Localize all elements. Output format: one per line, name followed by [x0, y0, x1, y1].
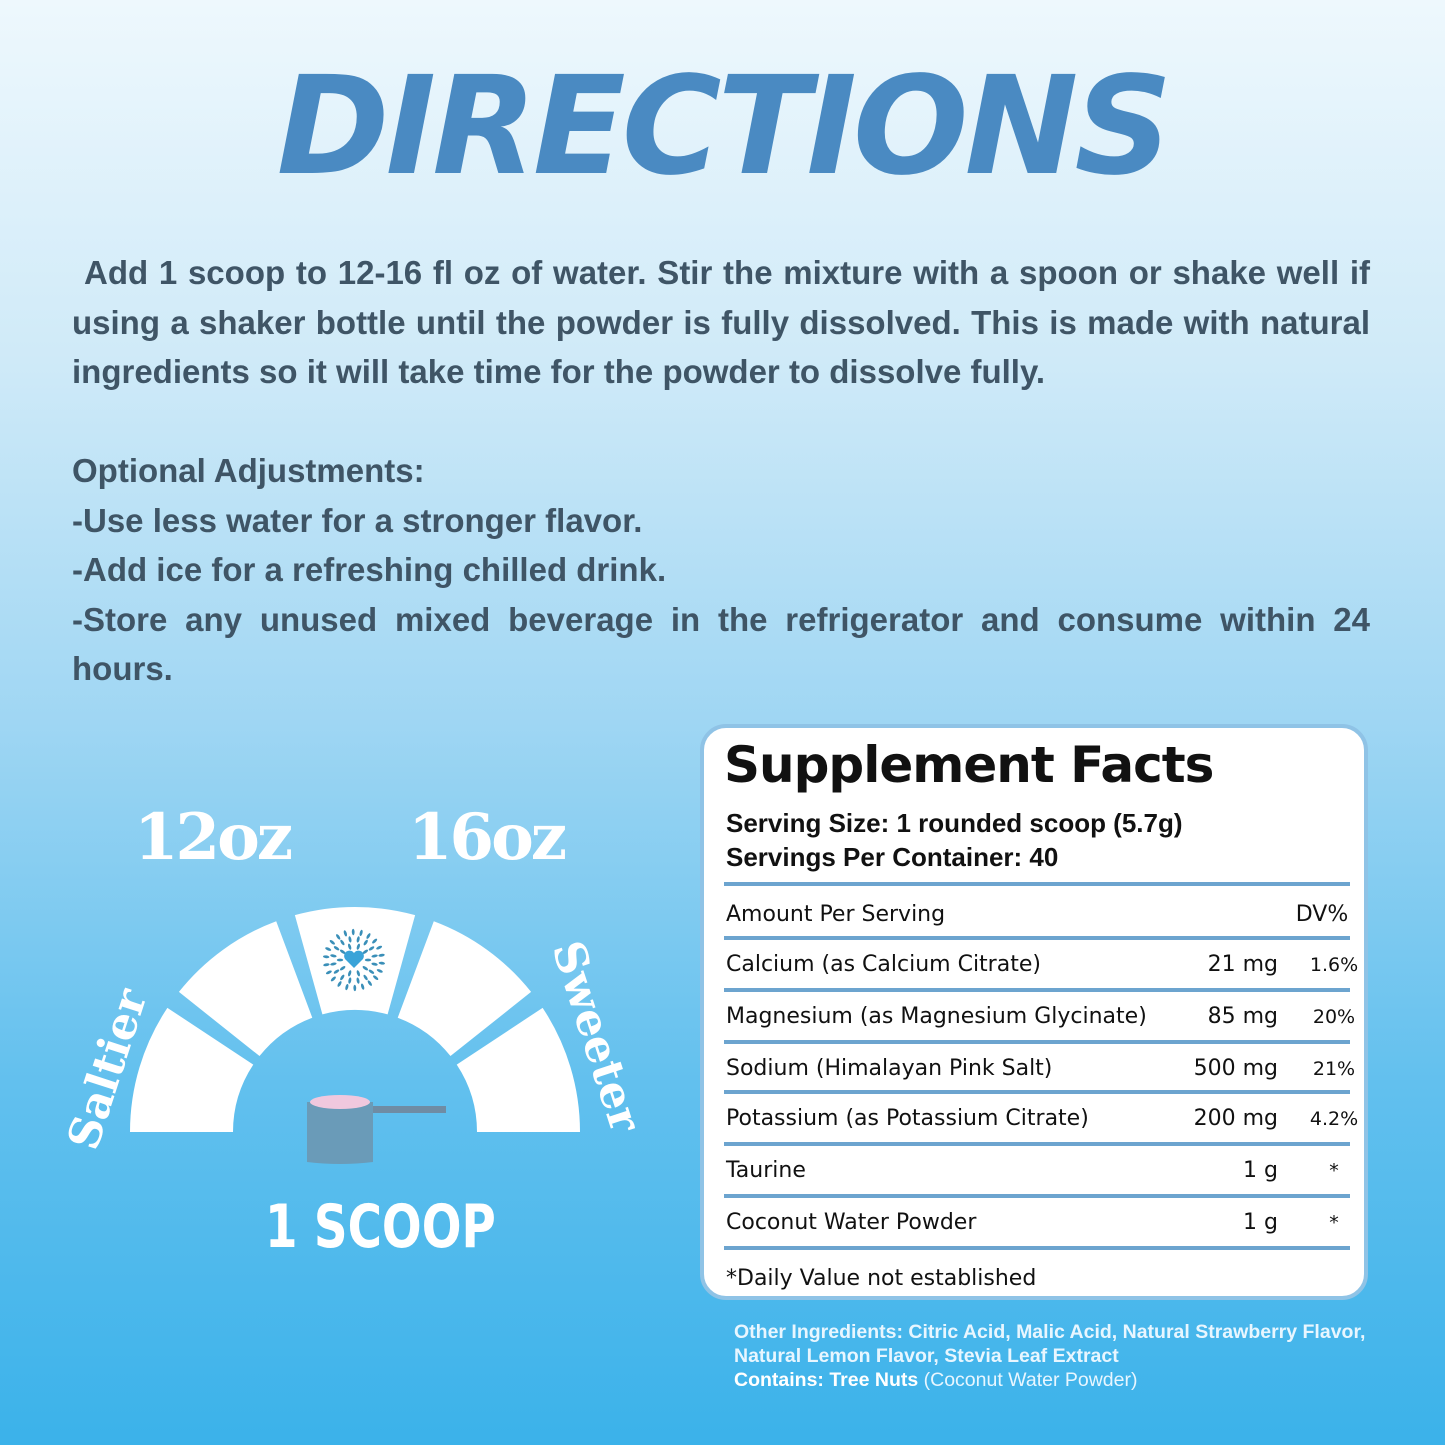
- header-dv: DV%: [1295, 902, 1349, 927]
- label-16oz: 16oz: [408, 800, 567, 875]
- facts-row: Taurine 1 g *: [724, 1148, 1350, 1198]
- nutrient-dv: *: [1329, 1160, 1339, 1182]
- measuring-scoop-icon: [307, 1095, 446, 1164]
- facts-row: Coconut Water Powder 1 g *: [724, 1200, 1350, 1250]
- contains-label: Contains: Tree Nuts: [734, 1369, 919, 1391]
- scoop-label: 1 SCOOP: [265, 1192, 496, 1262]
- sweetness-gauge: [130, 907, 580, 1164]
- divider: [724, 1040, 1350, 1044]
- gauge-segment: [456, 1007, 580, 1132]
- nutrient-name: Potassium (as Potassium Citrate): [726, 1106, 1089, 1131]
- other-ingredients-text: Other Ingredients: Citric Acid, Malic Ac…: [734, 1321, 1366, 1367]
- divider: [724, 936, 1350, 940]
- optional-adjustments: Optional Adjustments: -Use less water fo…: [72, 446, 1370, 694]
- gauge-segment: [178, 921, 313, 1057]
- optional-item: -Use less water for a stronger flavor.: [72, 501, 643, 539]
- footnote-text: *Daily Value not established: [726, 1266, 1037, 1291]
- servings-per-container: Servings Per Container: 40: [726, 842, 1059, 872]
- serving-size: Serving Size: 1 rounded scoop (5.7g): [726, 808, 1183, 838]
- nutrient-name: Calcium (as Calcium Citrate): [726, 952, 1041, 977]
- facts-row: Potassium (as Potassium Citrate) 200 mg 4.…: [724, 1096, 1358, 1146]
- divider: [724, 988, 1350, 992]
- other-ingredients: Other Ingredients: Citric Acid, Malic Ac…: [734, 1320, 1374, 1392]
- contains-detail: (Coconut Water Powder): [923, 1369, 1138, 1391]
- nutrient-dv: 4.2%: [1309, 1108, 1359, 1130]
- heart-burst-logo-icon: [322, 928, 386, 992]
- gauge-segment: [397, 921, 532, 1057]
- nutrient-amount: 200 mg: [1193, 1106, 1278, 1131]
- optional-item: -Store any unused mixed beverage in the …: [72, 600, 1370, 688]
- nutrient-amount: 21 mg: [1207, 952, 1278, 977]
- divider: [724, 882, 1350, 886]
- nutrient-amount: 85 mg: [1207, 1004, 1278, 1029]
- facts-footnote: *Daily Value not established: [724, 1258, 1350, 1308]
- nutrient-amount: 1 g: [1243, 1158, 1278, 1183]
- nutrient-dv: 20%: [1312, 1006, 1356, 1028]
- directions-text: Add 1 scoop to 12-16 fl oz of water. Sti…: [72, 254, 1370, 390]
- facts-row: Sodium (Himalayan Pink Salt) 500 mg 21%: [724, 1046, 1355, 1096]
- nutrient-name: Sodium (Himalayan Pink Salt): [726, 1056, 1053, 1081]
- divider: [724, 1142, 1350, 1146]
- nutrient-dv: 21%: [1312, 1058, 1356, 1080]
- nutrient-name: Taurine: [726, 1158, 806, 1183]
- facts-title: Supplement Facts: [724, 736, 1214, 794]
- label-12oz: 12oz: [134, 800, 293, 875]
- supplement-facts-panel: Supplement Facts Serving Size: 1 rounded…: [700, 724, 1368, 1300]
- optional-item: -Add ice for a refreshing chilled drink.: [72, 551, 667, 588]
- nutrient-amount: 500 mg: [1193, 1056, 1278, 1081]
- header-amount: Amount Per Serving: [726, 902, 946, 927]
- facts-row: Calcium (as Calcium Citrate) 21 mg 1.6%: [724, 942, 1358, 992]
- gauge-segment: [130, 1007, 254, 1132]
- facts-header-row: Amount Per Serving DV%: [724, 892, 1350, 942]
- divider: [724, 1246, 1350, 1250]
- page-title: DIRECTIONS: [276, 48, 1173, 206]
- facts-row: Magnesium (as Magnesium Glycinate) 85 mg 2…: [724, 994, 1355, 1044]
- nutrient-name: Magnesium (as Magnesium Glycinate): [726, 1004, 1147, 1029]
- divider: [724, 1194, 1350, 1198]
- optional-heading: Optional Adjustments:: [72, 452, 425, 489]
- nutrient-name: Coconut Water Powder: [726, 1210, 977, 1235]
- nutrient-dv: 1.6%: [1309, 954, 1359, 976]
- nutrient-dv: *: [1329, 1212, 1339, 1234]
- nutrient-amount: 1 g: [1243, 1210, 1278, 1235]
- divider: [724, 1090, 1350, 1094]
